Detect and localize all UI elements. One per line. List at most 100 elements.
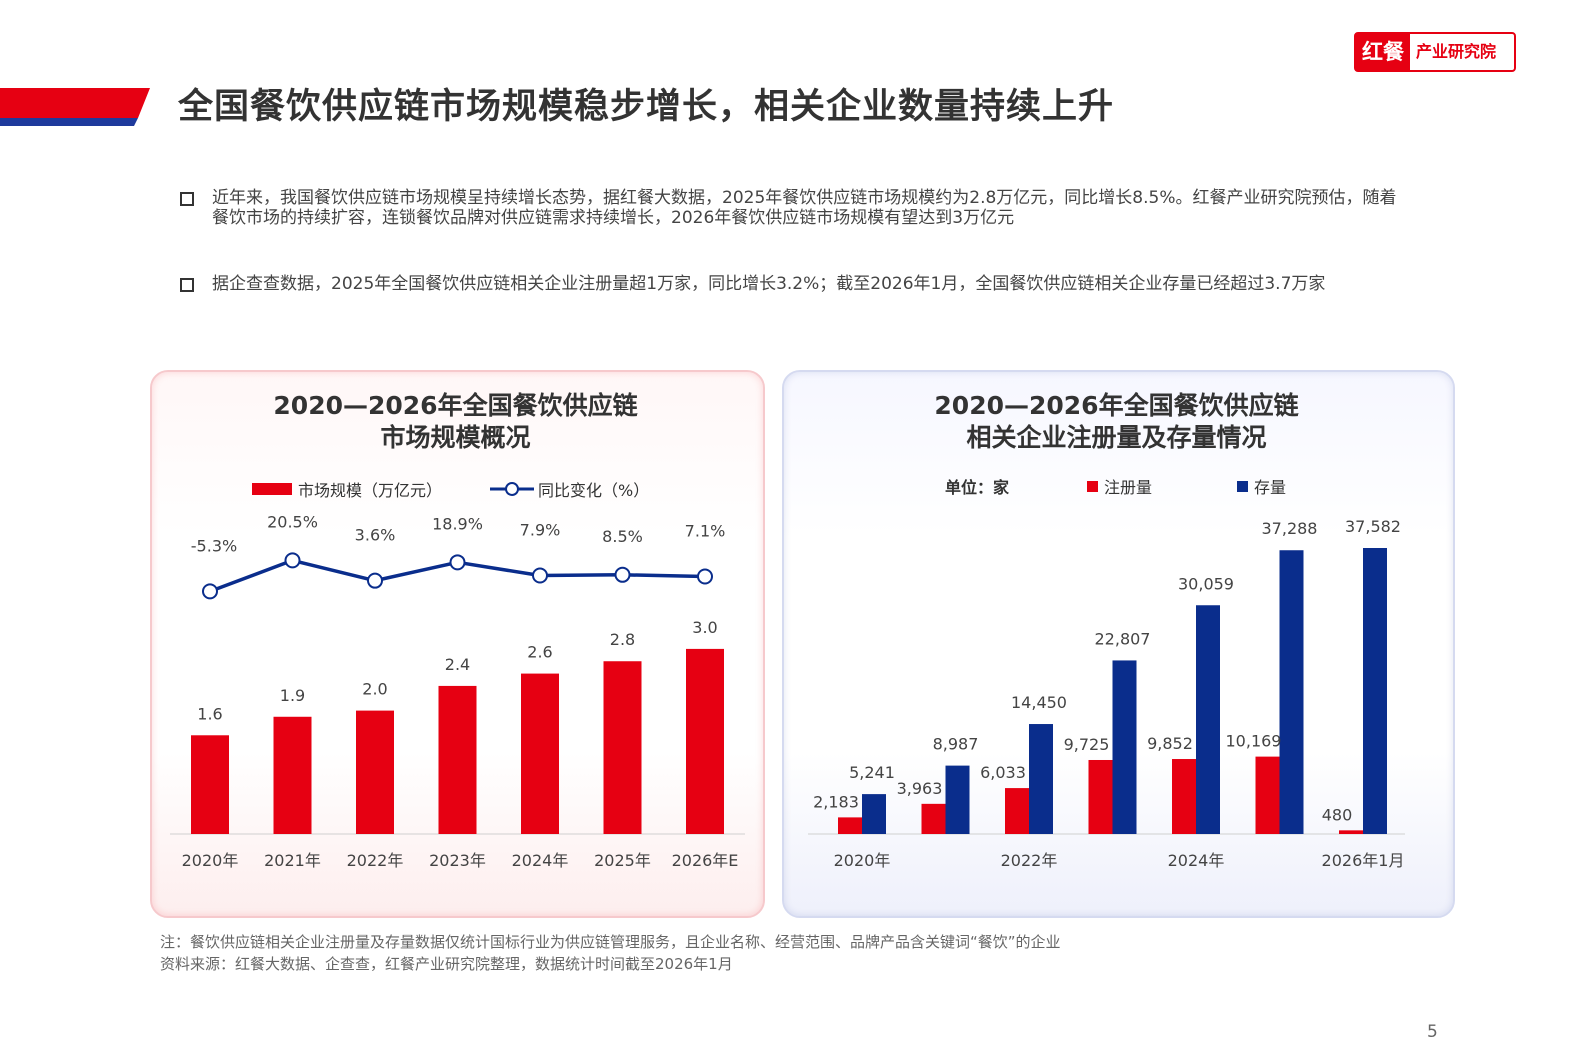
legend-label: 同比变化（%） [538,481,650,500]
legend-item-registered: 注册量 [1087,474,1152,498]
stock-value-label: 8,987 [933,735,979,754]
x-tick-label: 2020年 [834,851,891,870]
market-size-bar [356,710,394,834]
registered-value-label: 3,963 [897,779,943,798]
x-tick-label: 2026年E [672,851,739,870]
x-tick-label: 2024年 [512,851,569,870]
legend-label: 市场规模（万亿元） [298,481,443,500]
yoy-value-label: 7.1% [685,521,726,540]
source-note: 资料来源：红餐大数据、企查查，红餐产业研究院整理，数据统计时间截至2026年1月 [160,955,733,973]
registered-value-label: 2,183 [813,792,859,811]
registered-bar [1255,756,1280,834]
yoy-point [532,567,548,584]
registered-bar [921,803,946,834]
market-size-bar [686,648,724,834]
square-bullet-icon [180,192,194,206]
registered-bar [1172,759,1196,834]
chart-title-line: 市场规模概况 [380,423,531,452]
chart-title-line: 相关企业注册量及存量情况 [966,423,1267,452]
header-accent-bar [0,88,150,126]
stock-value-label: 37,582 [1345,517,1401,536]
yoy-value-label: 8.5% [602,527,643,546]
legend-label: 存量 [1254,478,1287,497]
legend-label: 注册量 [1104,478,1153,497]
stock-value-label: 22,807 [1095,629,1151,648]
bar-value-label: 1.6 [197,704,222,723]
yoy-point [202,583,218,600]
line-marker-swatch-icon [490,482,534,496]
yoy-value-label: 7.9% [520,521,561,540]
market-size-bar [191,735,229,834]
stock-bar [1363,548,1387,834]
page-title: 全国餐饮供应链市场规模稳步增长，相关企业数量持续上升 [178,87,1115,127]
square-bullet-icon [180,278,194,292]
legend-item-yoy: 同比变化（%） [490,477,649,501]
yoy-point [284,552,301,569]
logo-org: 产业研究院 [1416,42,1497,61]
x-tick-label: 2026年1月 [1322,851,1405,870]
registered-value-label: 9,852 [1147,734,1193,753]
chart-title-line: 2020—2026年全国餐饮供应链 [934,391,1299,420]
unit-label: 单位：家 [945,478,1010,497]
x-tick-label: 2022年 [1001,851,1058,870]
bar-value-label: 2.8 [610,630,635,649]
page-number: 5 [1427,1022,1438,1042]
x-tick-label: 2021年 [264,851,321,870]
legend-item-market-size: 市场规模（万亿元） [252,477,442,501]
registered-bar [838,817,862,834]
market-size-bar [521,673,559,834]
registered-value-label: 10,169 [1226,732,1282,751]
x-tick-label: 2023年 [429,851,486,870]
bullet-item: 近年来，我国餐饮供应链市场规模呈持续增长态势，据红餐大数据，2025年餐饮供应链… [180,188,1400,228]
logo-brand: 红餐 [1356,34,1410,70]
bar-value-label: 2.6 [527,643,552,662]
yoy-value-label: 3.6% [355,526,396,545]
bar-value-label: 2.4 [445,655,470,674]
x-tick-label: 2024年 [1168,851,1225,870]
x-tick-label: 2022年 [347,851,404,870]
yoy-value-label: -5.3% [191,536,237,555]
market-size-bar [603,661,642,834]
stock-bar [862,794,886,834]
registered-bar [1339,830,1363,834]
yoy-point [614,566,631,583]
x-tick-label: 2025年 [594,851,651,870]
stock-value-label: 14,450 [1011,693,1067,712]
legend-item-stock: 存量 [1237,474,1286,498]
registered-bar [1005,788,1029,834]
yoy-point [367,572,383,589]
stock-bar [1196,605,1220,834]
registered-bar [1088,759,1113,834]
bullet-text: 近年来，我国餐饮供应链市场规模呈持续增长态势，据红餐大数据，2025年餐饮供应链… [212,188,1397,228]
bar-swatch-icon [252,483,292,495]
brand-logo: 红餐 产业研究院 [1354,32,1516,72]
square-swatch-icon [1237,480,1248,492]
stock-bar [1112,660,1137,834]
chart-title-line: 2020—2026年全国餐饮供应链 [273,391,638,420]
yoy-value-label: 18.9% [432,514,483,533]
registered-value-label: 480 [1322,805,1353,824]
stock-bar [945,765,970,834]
bar-value-label: 3.0 [692,618,717,637]
x-tick-label: 2020年 [182,851,239,870]
registered-value-label: 9,725 [1064,735,1110,754]
stock-value-label: 37,288 [1262,519,1318,538]
stock-value-label: 5,241 [849,763,895,782]
market-size-bar [438,685,477,834]
stock-bar [1029,724,1053,834]
bullet-item: 据企查查数据，2025年全国餐饮供应链相关企业注册量超1万家，同比增长3.2%；… [180,274,1400,294]
yoy-value-label: 20.5% [267,512,318,531]
square-swatch-icon [1087,480,1098,492]
market-size-bar [273,716,312,834]
footnote: 注：餐饮供应链相关企业注册量及存量数据仅统计国标行业为供应链管理服务，且企业名称… [160,933,1061,951]
stock-value-label: 30,059 [1178,574,1234,593]
yoy-point [697,568,713,585]
chart-title: 2020—2026年全国餐饮供应链 市场规模概况 [150,390,761,454]
bar-value-label: 1.9 [280,686,305,705]
chart-title: 2020—2026年全国餐饮供应链 相关企业注册量及存量情况 [782,390,1451,454]
bullet-text: 据企查查数据，2025年全国餐饮供应链相关企业注册量超1万家，同比增长3.2%；… [212,274,1326,294]
yoy-point [449,554,466,571]
registered-value-label: 6,033 [980,763,1026,782]
